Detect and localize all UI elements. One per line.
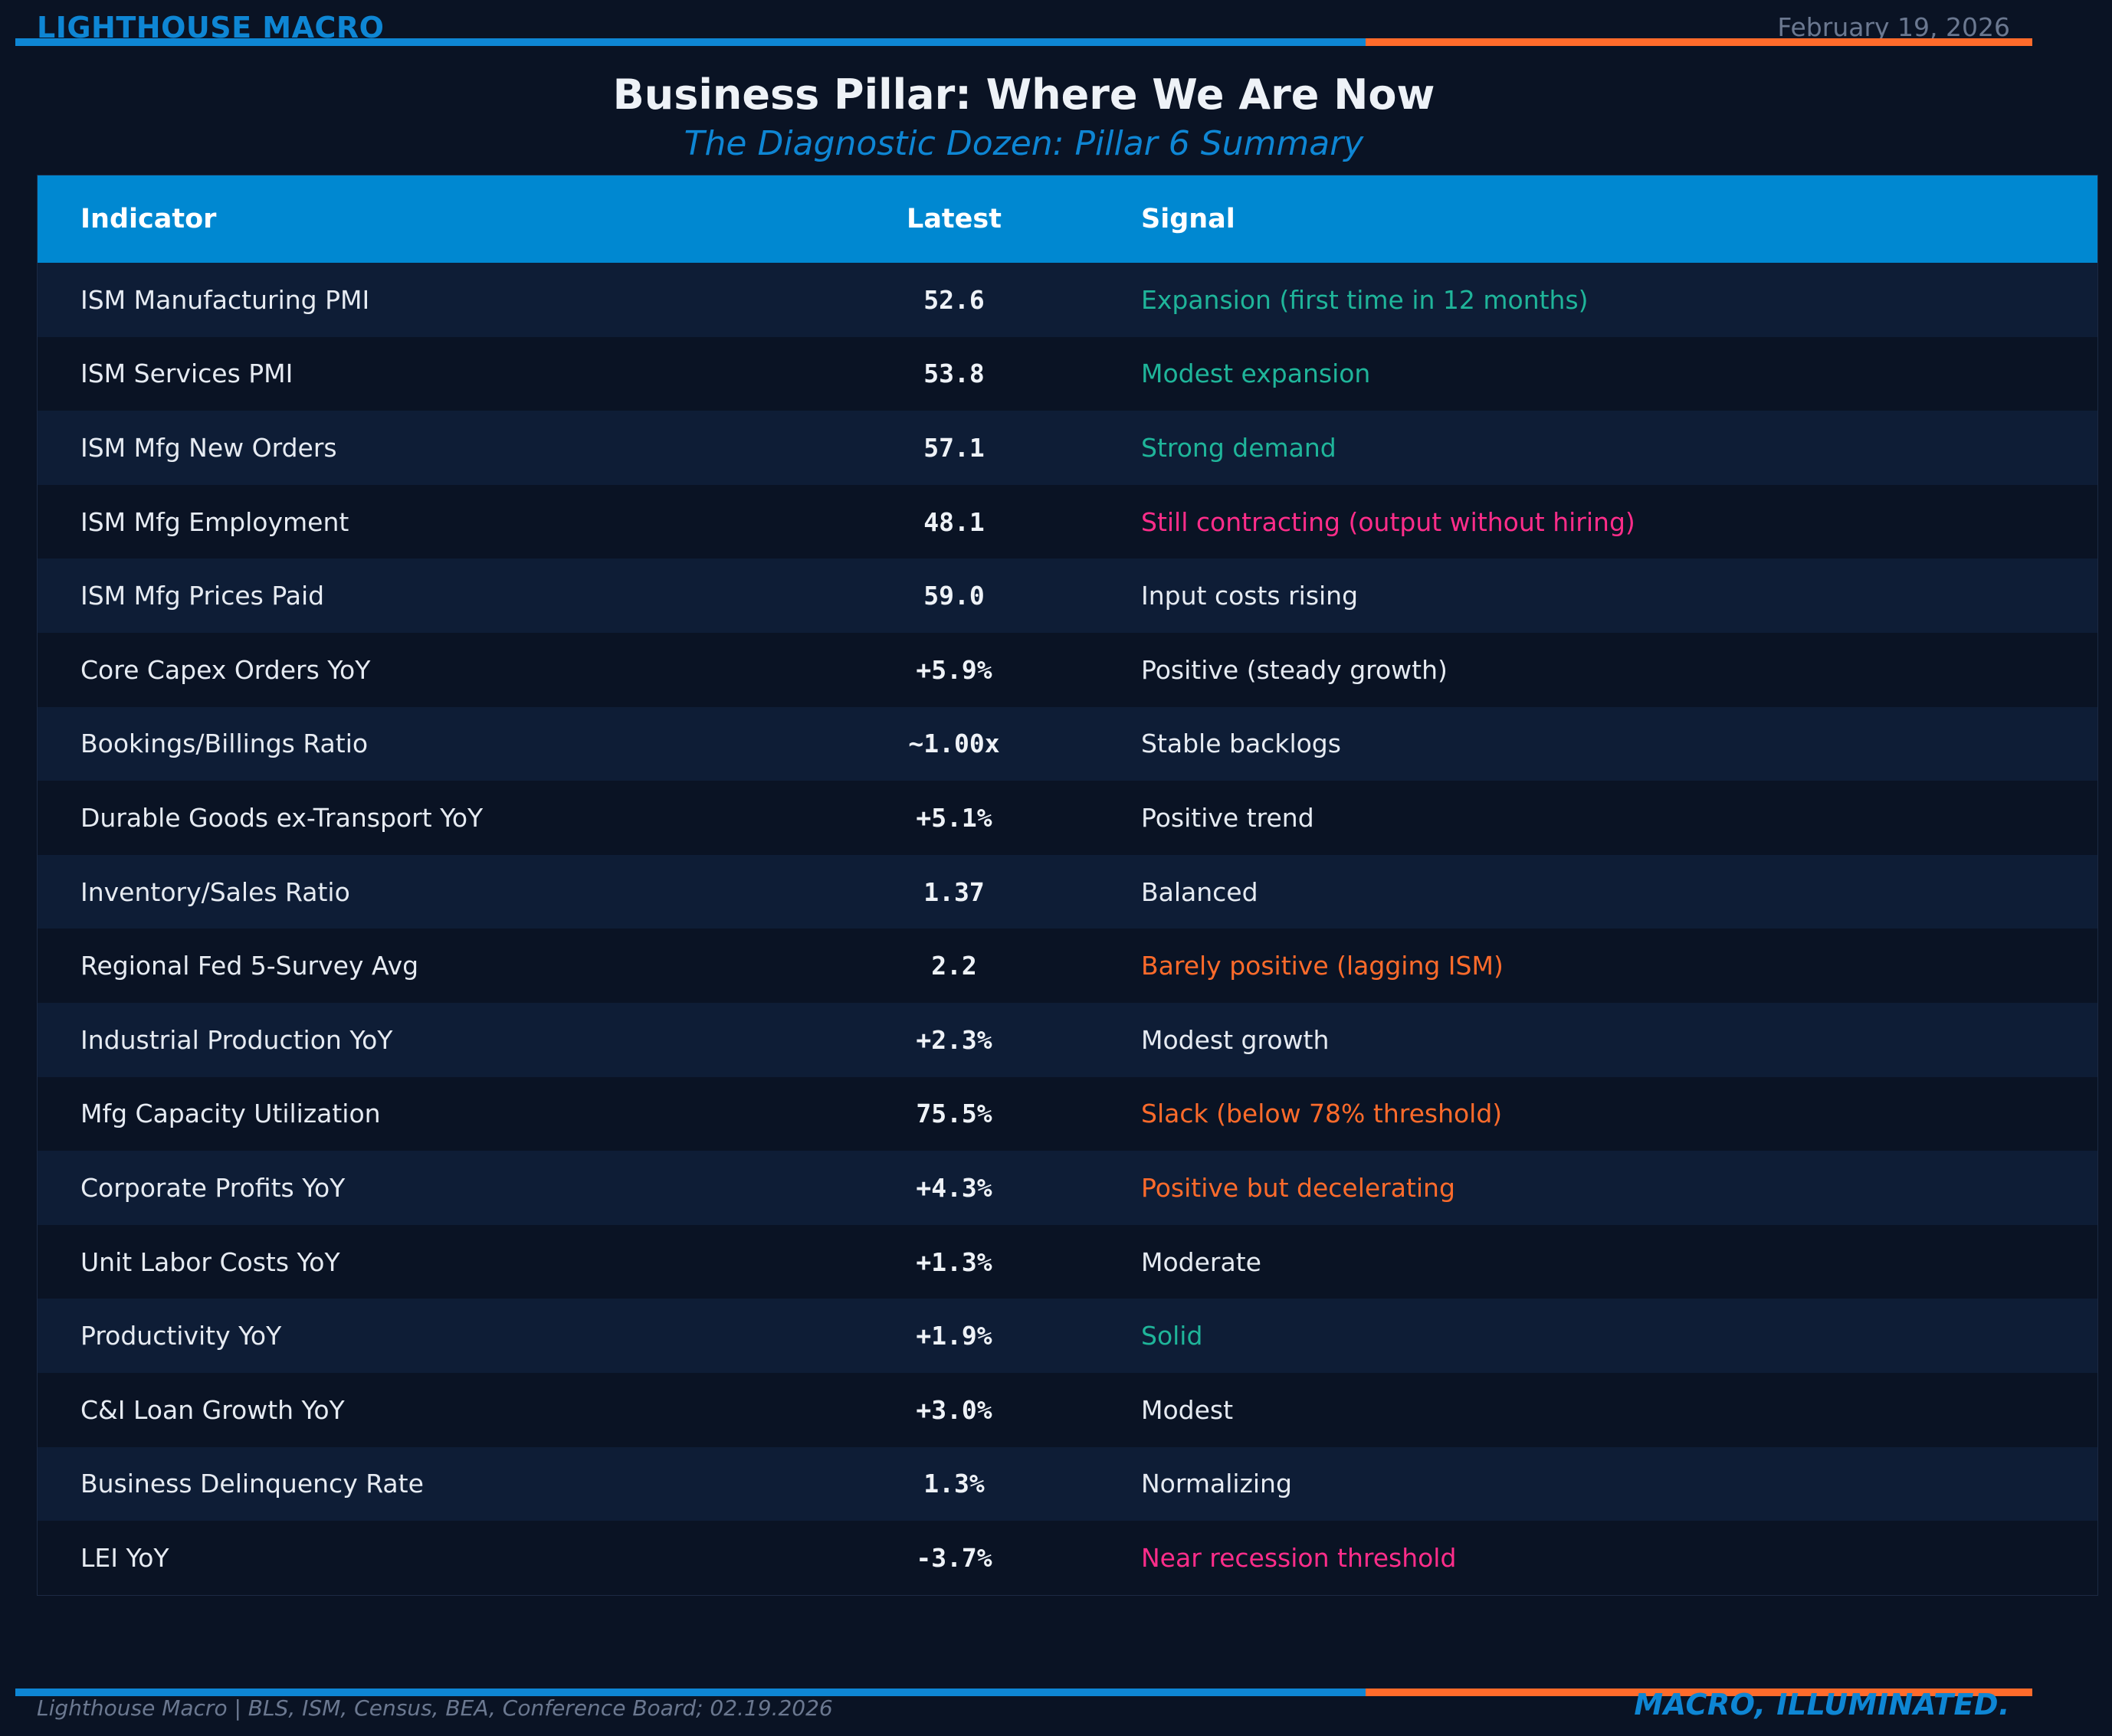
indicator-cell: Core Capex Orders YoY [80,654,371,685]
tagline: MACRO, ILLUMINATED. [1634,1688,2010,1721]
signal-cell: Positive but decelerating [1141,1172,1455,1203]
table-row: Regional Fed 5-Survey Avg 2.2 Barely posit… [38,929,2097,1003]
signal-cell: Positive (steady growth) [1141,654,1448,685]
column-header-latest: Latest [907,204,1002,234]
table-row: ISM Mfg New Orders 57.1 Strong demand [38,411,2097,485]
latest-value-cell: 1.3% [923,1469,985,1499]
signal-cell: Expansion (first time in 12 months) [1141,284,1589,315]
indicator-cell: Unit Labor Costs YoY [80,1246,340,1277]
signal-cell: Still contracting (output without hiring… [1141,506,1635,537]
latest-value-cell: 75.5% [916,1099,992,1129]
latest-value-cell: +4.3% [916,1172,992,1203]
top-accent-rule [15,38,2032,46]
signal-cell: Balanced [1141,876,1258,907]
bottom-accent-rule [15,1689,2032,1696]
column-header-indicator: Indicator [80,204,217,234]
table-row: Corporate Profits YoY +4.3% Positive but d… [38,1151,2097,1225]
indicator-cell: Productivity YoY [80,1321,282,1351]
indicator-cell: Inventory/Sales Ratio [80,876,350,907]
latest-value-cell: +3.0% [916,1394,992,1425]
latest-value-cell: +1.9% [916,1321,992,1351]
indicator-cell: Corporate Profits YoY [80,1172,346,1203]
indicator-cell: Bookings/Billings Ratio [80,729,369,759]
source-note: Lighthouse Macro | BLS, ISM, Census, BEA… [37,1695,833,1721]
table-body: ISM Manufacturing PMI 52.6 Expansion (firs… [38,263,2097,1595]
table-row: ISM Manufacturing PMI 52.6 Expansion (firs… [38,263,2097,337]
latest-value-cell: +1.3% [916,1246,992,1277]
indicator-cell: ISM Manufacturing PMI [80,284,370,315]
indicator-cell: Durable Goods ex-Transport YoY [80,802,484,833]
signal-cell: Strong demand [1141,432,1336,463]
table-row: Unit Labor Costs YoY +1.3% Moderate [38,1224,2097,1299]
column-header-signal: Signal [1141,204,1235,234]
latest-value-cell: +2.3% [916,1024,992,1055]
table-row: Mfg Capacity Utilization 75.5% Slack (belo… [38,1076,2097,1151]
signal-cell: Normalizing [1141,1469,1292,1499]
signal-cell: Modest growth [1141,1024,1330,1055]
signal-cell: Barely positive (lagging ISM) [1141,951,1504,981]
page-title: Business Pillar: Where We Are Now [612,70,1435,119]
indicator-cell: C&I Loan Growth YoY [80,1394,345,1425]
table-row: Durable Goods ex-Transport YoY +5.1% Posit… [38,781,2097,855]
latest-value-cell: +5.1% [916,802,992,833]
signal-cell: Stable backlogs [1141,729,1341,759]
latest-value-cell: 1.37 [923,876,985,907]
signal-cell: Solid [1141,1321,1203,1351]
signal-cell: Modest [1141,1394,1234,1425]
table-row: Inventory/Sales Ratio 1.37 Balanced [38,854,2097,929]
signal-cell: Moderate [1141,1246,1261,1277]
indicator-cell: Industrial Production YoY [80,1024,393,1055]
table-row: ISM Mfg Prices Paid 59.0 Input costs risin… [38,558,2097,633]
signal-cell: Input costs rising [1141,581,1359,611]
table-row: LEI YoY -3.7% Near recession threshold [38,1521,2097,1595]
table-row: Productivity YoY +1.9% Solid [38,1299,2097,1373]
table-row: Industrial Production YoY +2.3% Modest gro… [38,1002,2097,1077]
signal-cell: Near recession threshold [1141,1542,1457,1573]
latest-value-cell: 2.2 [931,951,977,981]
indicator-cell: Business Delinquency Rate [80,1469,424,1499]
latest-value-cell: 53.8 [923,359,985,389]
indicator-table: Indicator Latest Signal ISM Manufacturin… [37,175,2098,1596]
table-row: C&I Loan Growth YoY +3.0% Modest [38,1372,2097,1447]
latest-value-cell: 48.1 [923,506,985,537]
latest-value-cell: 57.1 [923,432,985,463]
latest-value-cell: ~1.00x [908,729,1000,759]
table-row: Bookings/Billings Ratio ~1.00x Stable back… [38,706,2097,781]
report-date: February 19, 2026 [1777,12,2010,42]
indicator-cell: Regional Fed 5-Survey Avg [80,951,419,981]
signal-cell: Positive trend [1141,802,1314,833]
signal-cell: Slack (below 78% threshold) [1141,1099,1503,1129]
table-row: Core Capex Orders YoY +5.9% Positive (stea… [38,632,2097,707]
table-row: ISM Mfg Employment 48.1 Still contracting … [38,484,2097,559]
table-header-row: Indicator Latest Signal [38,175,2097,263]
indicator-cell: Mfg Capacity Utilization [80,1099,381,1129]
latest-value-cell: 52.6 [923,284,985,315]
table-row: ISM Services PMI 53.8 Modest expansion [38,336,2097,411]
table-row: Business Delinquency Rate 1.3% Normalizing [38,1446,2097,1521]
page-subtitle: The Diagnostic Dozen: Pillar 6 Summary [684,124,1364,163]
indicator-cell: ISM Mfg Employment [80,506,349,537]
latest-value-cell: 59.0 [923,581,985,611]
signal-cell: Modest expansion [1141,359,1371,389]
latest-value-cell: -3.7% [916,1542,992,1573]
indicator-cell: ISM Mfg New Orders [80,432,337,463]
latest-value-cell: +5.9% [916,654,992,685]
indicator-cell: ISM Services PMI [80,359,294,389]
indicator-cell: ISM Mfg Prices Paid [80,581,325,611]
indicator-cell: LEI YoY [80,1542,169,1573]
